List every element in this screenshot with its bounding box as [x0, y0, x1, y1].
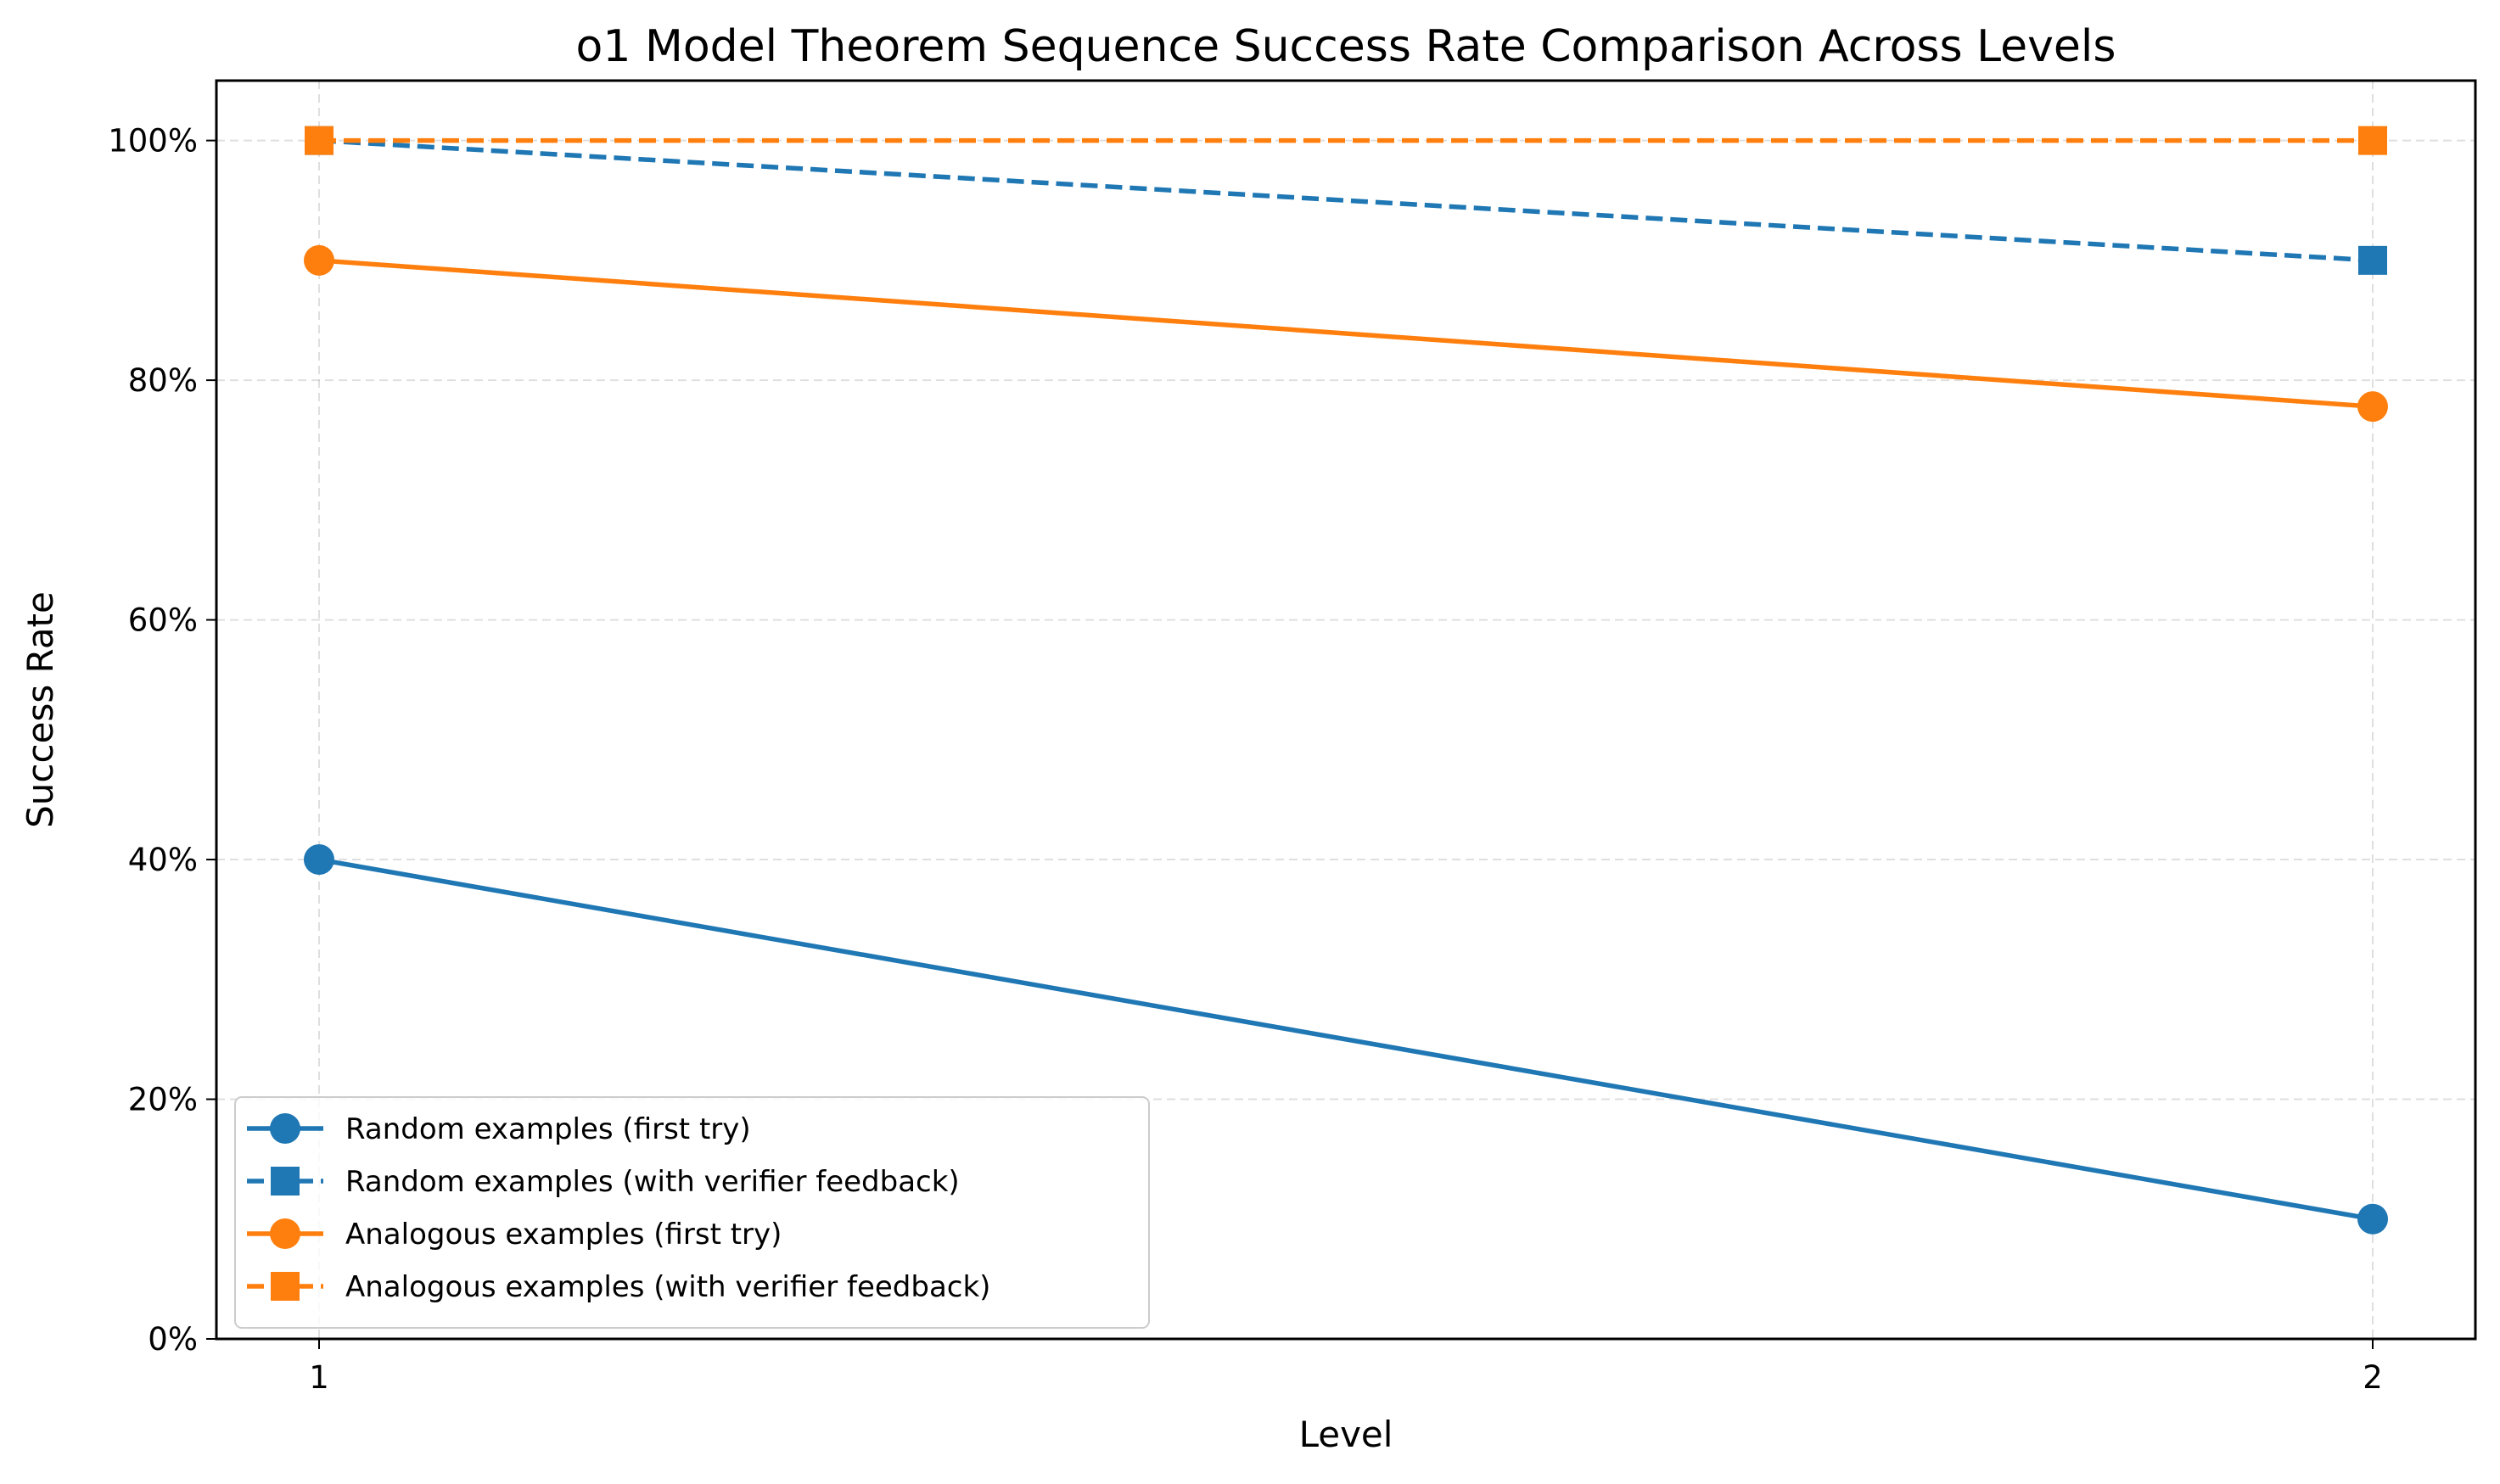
x-tick-label: 2: [2363, 1359, 2383, 1396]
y-tick-label: 60%: [128, 602, 198, 639]
x-axis-label: Level: [1299, 1414, 1393, 1455]
data-point: [304, 844, 334, 876]
legend: Random examples (first try) Random exampl…: [234, 1096, 1150, 1329]
series-1: [304, 844, 2388, 1235]
y-axis-label: Success Rate: [20, 591, 61, 828]
legend-label: Analogous examples (with verifier feedba…: [345, 1270, 990, 1304]
data-point: [2358, 126, 2387, 155]
series-3: [304, 244, 2388, 423]
y-tick-label: 80%: [128, 362, 198, 399]
legend-label: Random examples (with verifier feedback): [345, 1165, 960, 1199]
data-point: [2357, 1203, 2388, 1235]
series-4: [305, 126, 2387, 155]
axis-ticks: 0% 20% 40% 60% 80% 100% 1 2: [108, 123, 2383, 1396]
series-line: [318, 857, 2374, 1222]
series-line: [318, 137, 2374, 263]
legend-marker: [270, 1113, 300, 1144]
y-tick-label: 40%: [128, 842, 198, 878]
data-point: [2357, 391, 2388, 423]
legend-marker: [270, 1218, 300, 1249]
y-tick-label: 100%: [108, 123, 198, 160]
chart-title: o1 Model Theorem Sequence Success Rate C…: [576, 21, 2116, 72]
legend-box: [234, 1096, 1150, 1329]
y-tick-label: 20%: [128, 1082, 198, 1118]
legend-label: Analogous examples (first try): [345, 1218, 782, 1252]
series-layer: [304, 126, 2388, 1235]
data-point: [2358, 245, 2387, 275]
series-2: [305, 126, 2387, 275]
plot-frame: [215, 79, 2477, 1341]
legend-marker: [271, 1167, 300, 1196]
x-tick-label: 1: [309, 1359, 329, 1396]
series-line: [318, 258, 2374, 409]
legend-marker: [271, 1272, 300, 1301]
data-point: [305, 126, 334, 155]
y-tick-label: 0%: [148, 1321, 198, 1358]
data-point: [304, 244, 334, 276]
legend-label: Random examples (first try): [345, 1112, 751, 1146]
